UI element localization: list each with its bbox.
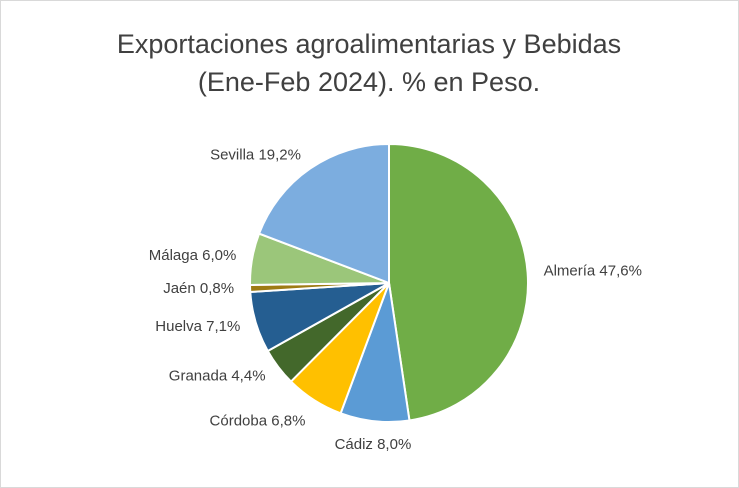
data-label: Málaga 6,0% <box>149 247 237 264</box>
data-label: Huelva 7,1% <box>155 318 240 335</box>
category-label: Granada <box>169 368 228 385</box>
chart-title: (Ene-Feb 2024). % en Peso. <box>198 67 540 97</box>
value-label: 0,8% <box>200 280 234 297</box>
category-label: Almería <box>544 263 596 280</box>
data-label: Córdoba 6,8% <box>210 413 306 430</box>
value-label: 4,4% <box>231 368 265 385</box>
pie-slice <box>257 142 390 285</box>
data-label: Cádiz 8,0% <box>335 436 412 453</box>
category-label: Málaga <box>149 247 199 264</box>
value-label: 8,0% <box>377 436 411 453</box>
data-label: Granada 4,4% <box>169 368 266 385</box>
category-label: Cádiz <box>335 436 373 453</box>
data-label: Almería 47,6% <box>544 263 642 280</box>
pie-slice <box>388 142 529 422</box>
value-label: 7,1% <box>206 318 240 335</box>
value-label: 19,2% <box>258 146 301 163</box>
data-label: Jaén 0,8% <box>163 280 234 297</box>
value-label: 47,6% <box>599 263 642 280</box>
data-label: Sevilla 19,2% <box>210 146 301 163</box>
category-label: Jaén <box>163 280 196 297</box>
category-label: Huelva <box>155 318 202 335</box>
value-label: 6,0% <box>202 247 236 264</box>
category-label: Sevilla <box>210 146 255 163</box>
category-label: Córdoba <box>210 413 268 430</box>
value-label: 6,8% <box>271 413 305 430</box>
chart-title: Exportaciones agroalimentarias y Bebidas <box>117 29 621 59</box>
